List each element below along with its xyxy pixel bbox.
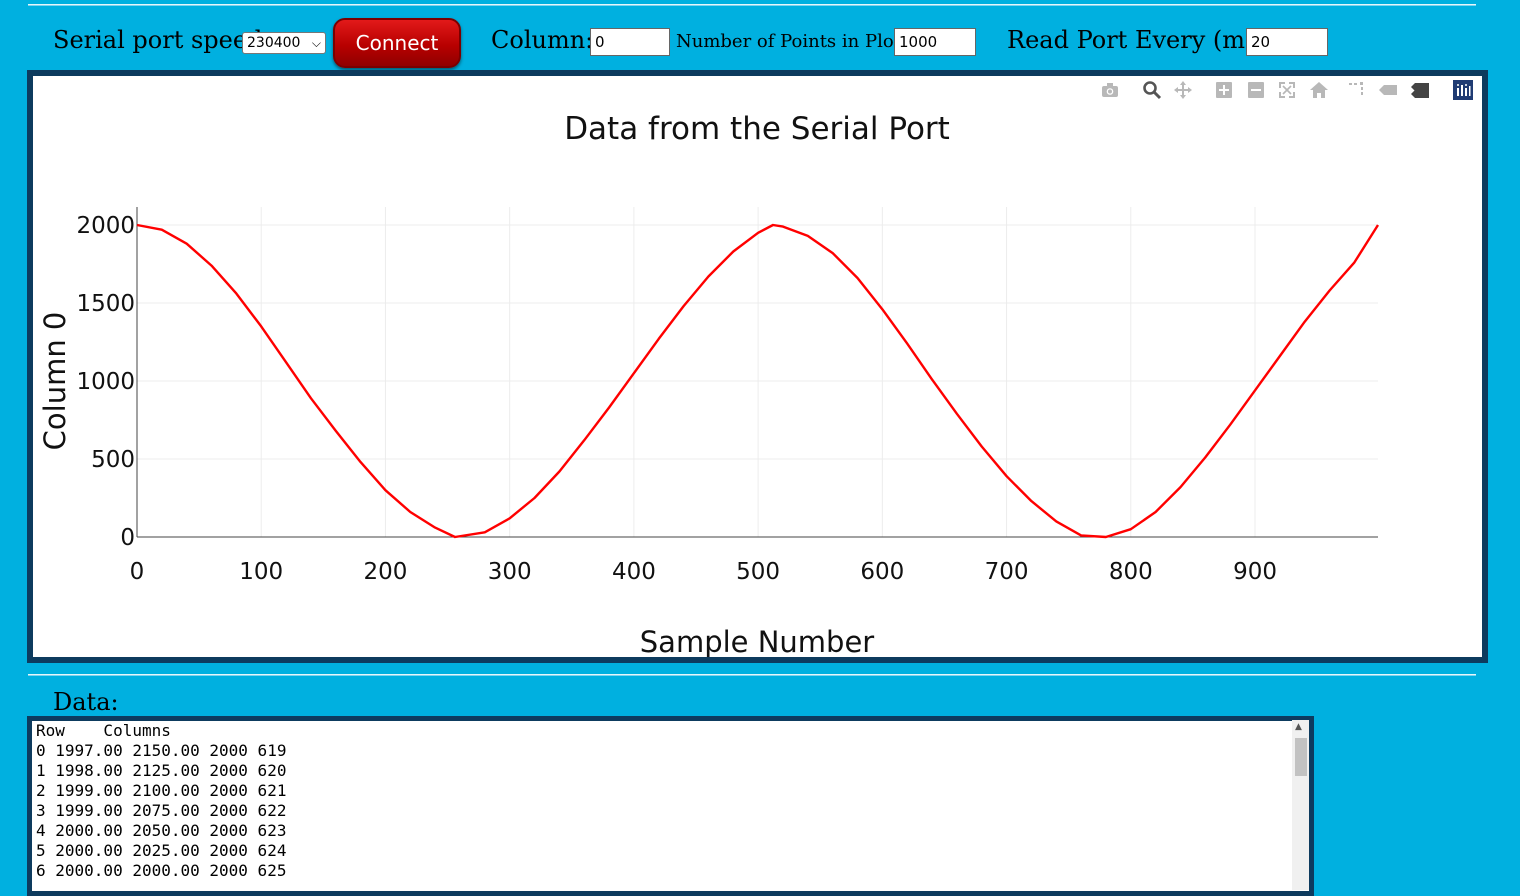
y-axis-title: Column 0 bbox=[38, 312, 72, 451]
series-line-column-0[interactable] bbox=[136, 223, 1380, 539]
plotly-logo-icon[interactable] bbox=[1453, 80, 1473, 100]
serial-speed-select[interactable]: 230400 ⌵ bbox=[242, 32, 326, 54]
zoom-icon[interactable] bbox=[1142, 80, 1162, 100]
x-tick-label: 100 bbox=[239, 559, 283, 585]
plot-frame: 0 100 200 300 400 500 600 700 800 900 0 500 1000 1500… bbox=[27, 70, 1488, 663]
y-tick-label: 2000 bbox=[76, 213, 135, 239]
y-tick-label: 1500 bbox=[76, 291, 135, 317]
x-tick-label: 200 bbox=[363, 559, 407, 585]
x-tick-label: 300 bbox=[488, 559, 532, 585]
data-row-line: 6 2000.00 2000.00 2000 625 bbox=[36, 861, 287, 880]
toolbar: Serial port speed: 230400 ⌵ Connect Colu… bbox=[0, 16, 1520, 70]
x-axis-title: Sample Number bbox=[640, 625, 875, 657]
x-tick-label: 800 bbox=[1109, 559, 1153, 585]
data-frame: Row Columns 0 1997.00 2150.00 2000 619 1 1… bbox=[27, 716, 1314, 896]
points-input[interactable]: 1000 bbox=[894, 28, 976, 56]
column-input[interactable]: 0 bbox=[590, 28, 670, 56]
read-interval-input[interactable]: 20 bbox=[1246, 28, 1328, 56]
y-tick-label: 500 bbox=[91, 447, 135, 473]
data-label: Data: bbox=[53, 688, 119, 716]
chart-title: Data from the Serial Port bbox=[564, 111, 950, 147]
serial-speed-value: 230400 bbox=[247, 35, 301, 51]
read-interval-label: Read Port Every (ms): bbox=[1007, 26, 1275, 54]
x-tick-label: 900 bbox=[1233, 559, 1277, 585]
serial-data-chart[interactable]: 0 100 200 300 400 500 600 700 800 900 0 500 1000 1500… bbox=[33, 76, 1482, 657]
data-row-line: 2 1999.00 2100.00 2000 621 bbox=[36, 781, 287, 800]
hover-compare-icon[interactable] bbox=[1410, 80, 1430, 100]
top-divider bbox=[28, 4, 1476, 6]
zoom-out-icon[interactable] bbox=[1246, 80, 1266, 100]
data-row-line: 0 1997.00 2150.00 2000 619 bbox=[36, 741, 287, 760]
points-label: Number of Points in Plot: bbox=[676, 31, 907, 52]
bottom-divider bbox=[28, 674, 1476, 676]
autoscale-icon[interactable] bbox=[1277, 80, 1297, 100]
zoom-in-icon[interactable] bbox=[1214, 80, 1234, 100]
plot-area: 0 100 200 300 400 500 600 700 800 900 0 500 1000 1500… bbox=[33, 76, 1482, 657]
data-row-line: 5 2000.00 2025.00 2000 624 bbox=[36, 841, 287, 860]
x-tick-label: 600 bbox=[860, 559, 904, 585]
camera-icon[interactable] bbox=[1100, 80, 1120, 100]
data-row-line: 4 2000.00 2050.00 2000 623 bbox=[36, 821, 287, 840]
scroll-thumb[interactable] bbox=[1295, 738, 1307, 776]
connect-button[interactable]: Connect bbox=[333, 18, 461, 68]
x-tick-label: 500 bbox=[736, 559, 780, 585]
data-textarea[interactable]: Row Columns 0 1997.00 2150.00 2000 619 1 1… bbox=[32, 721, 1309, 891]
spike-lines-icon[interactable] bbox=[1346, 80, 1366, 100]
home-icon[interactable] bbox=[1309, 80, 1329, 100]
scroll-up-arrow-icon[interactable]: ▲ bbox=[1295, 722, 1302, 732]
chevron-down-icon: ⌵ bbox=[311, 36, 321, 50]
x-tick-label: 0 bbox=[130, 559, 145, 585]
x-tick-label: 700 bbox=[985, 559, 1029, 585]
y-tick-label: 0 bbox=[120, 525, 135, 551]
data-scrollbar[interactable]: ▲ bbox=[1292, 720, 1309, 890]
data-row-line: 1 1998.00 2125.00 2000 620 bbox=[36, 761, 287, 780]
x-tick-label: 400 bbox=[612, 559, 656, 585]
pan-icon[interactable] bbox=[1173, 80, 1193, 100]
serial-speed-label: Serial port speed: bbox=[53, 26, 271, 54]
hover-closest-icon[interactable] bbox=[1378, 80, 1398, 100]
data-row-line: 3 1999.00 2075.00 2000 622 bbox=[36, 801, 287, 820]
column-label: Column: bbox=[491, 26, 594, 54]
y-tick-label: 1000 bbox=[76, 369, 135, 395]
data-header-line: Row Columns bbox=[36, 721, 171, 740]
